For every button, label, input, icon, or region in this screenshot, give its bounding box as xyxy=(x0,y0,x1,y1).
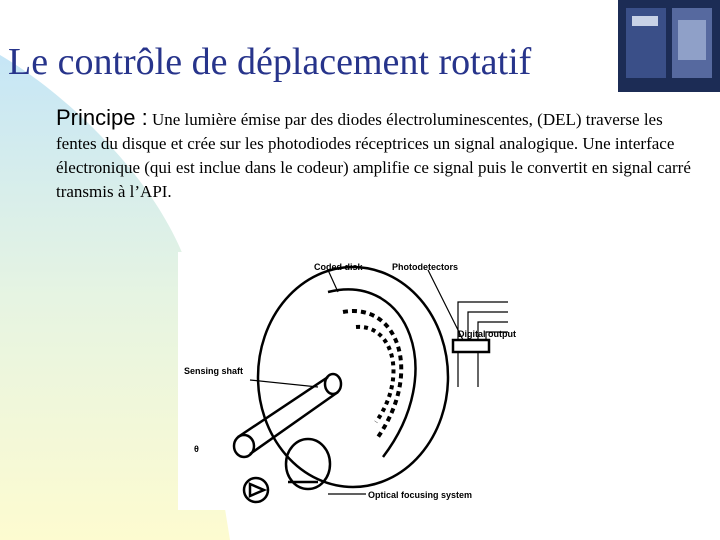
title: Le contrôle de déplacement rotatif xyxy=(8,41,532,83)
lead: Principe : xyxy=(56,105,148,130)
body-text: Une lumière émise par des diodes électro… xyxy=(56,110,691,201)
paragraph: Principe : Une lumière émise par des dio… xyxy=(56,106,696,204)
label-theta: θ xyxy=(194,444,199,454)
label-photodetectors: Photodetectors xyxy=(392,262,458,272)
plc-image xyxy=(618,0,720,92)
encoder-diagram: Coded disk Photodetectors Digital output… xyxy=(178,252,518,510)
label-digital-output: Digital output xyxy=(458,329,516,339)
label-coded-disk: Coded disk xyxy=(314,262,364,272)
label-sensing-shaft: Sensing shaft xyxy=(184,366,243,376)
label-optical-system: Optical focusing system xyxy=(368,490,472,500)
